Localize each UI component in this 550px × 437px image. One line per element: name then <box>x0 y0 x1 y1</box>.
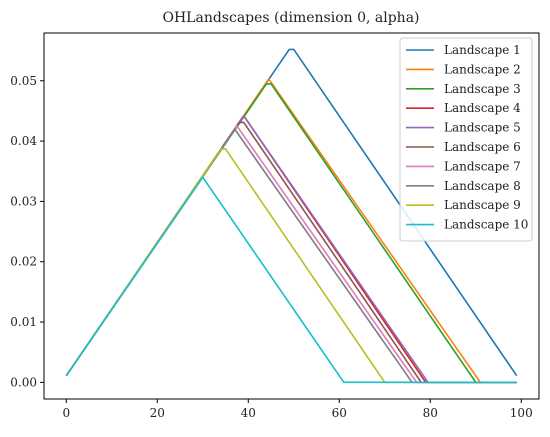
x-axis: 0 20 40 60 80 100 <box>62 399 533 420</box>
legend-label: Landscape 3 <box>444 82 521 96</box>
chart-title: OHLandscapes (dimension 0, alpha) <box>162 10 419 26</box>
legend-label: Landscape 2 <box>444 62 521 76</box>
x-tick-label: 20 <box>150 406 165 420</box>
legend-label: Landscape 1 <box>444 43 521 57</box>
legend-label: Landscape 4 <box>444 101 521 115</box>
y-tick-label: 0.01 <box>10 315 37 329</box>
y-tick-label: 0.05 <box>10 74 37 88</box>
series-line-10 <box>65 176 517 384</box>
legend: Landscape 1 Landscape 2 Landscape 3 Landsca… <box>399 37 533 242</box>
x-tick-label: 60 <box>332 406 347 420</box>
y-tick-label: 0.02 <box>10 255 37 269</box>
legend-label: Landscape 6 <box>444 140 521 154</box>
legend-label: Landscape 8 <box>444 179 521 193</box>
plot-frame <box>43 32 540 400</box>
y-axis: 0.00 0.01 0.02 0.03 0.04 0.05 <box>10 74 44 389</box>
y-tick-label: 0.04 <box>10 134 37 148</box>
x-tick-label: 100 <box>510 406 533 420</box>
y-tick-label: 0.00 <box>10 375 37 389</box>
legend-label: Landscape 9 <box>444 198 521 212</box>
x-tick-label: 40 <box>241 406 256 420</box>
legend-label: Landscape 10 <box>444 218 528 232</box>
y-tick-label: 0.03 <box>10 194 37 208</box>
legend-label: Landscape 5 <box>444 121 521 135</box>
x-tick-label: 0 <box>62 406 70 420</box>
legend-label: Landscape 7 <box>444 159 521 173</box>
series-layer <box>65 48 518 384</box>
x-tick-label: 80 <box>423 406 438 420</box>
